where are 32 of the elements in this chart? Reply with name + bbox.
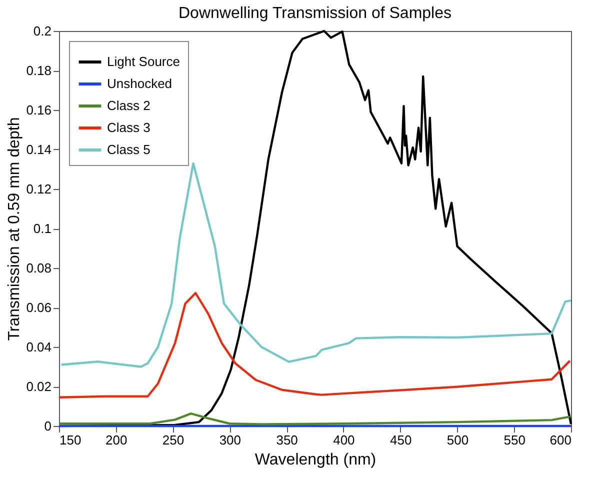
y-tick-label: 0.1 xyxy=(33,221,52,236)
y-tick-label: 0.06 xyxy=(26,300,52,315)
y-tick-label: 0.16 xyxy=(26,102,52,118)
y-tick-label: 0.18 xyxy=(26,63,52,78)
line-series xyxy=(58,292,571,398)
legend-label: Class 5 xyxy=(107,142,150,157)
x-tick-label: 350 xyxy=(276,432,298,448)
y-tick-label: 0.08 xyxy=(26,260,52,276)
x-tick-label: 300 xyxy=(219,432,242,448)
x-tick-label: 150 xyxy=(60,432,82,448)
x-tick-label: 450 xyxy=(390,432,412,448)
legend-label: Class 2 xyxy=(107,98,150,113)
legend-label: Light Source xyxy=(107,54,180,69)
y-tick-label: 0 xyxy=(44,418,52,434)
line-series xyxy=(58,412,571,426)
x-tick-label: 200 xyxy=(106,432,128,448)
x-tick-label: 550 xyxy=(504,432,526,448)
y-tick-label: 0.2 xyxy=(33,24,52,38)
y-tick-label: 0.12 xyxy=(26,182,52,196)
y-axis-title: Transmission at 0.59 mm depth xyxy=(6,117,24,341)
x-tick-label: 400 xyxy=(333,432,355,448)
legend-label: Unshocked xyxy=(107,76,172,91)
x-tick-label: 250 xyxy=(162,432,184,448)
line-series xyxy=(60,162,572,368)
x-tick-label: 500 xyxy=(446,432,469,448)
x-axis-title: Wavelength (nm) xyxy=(254,452,376,468)
x-tick-label: 600 xyxy=(550,432,572,448)
y-tick-label: 0.04 xyxy=(26,340,52,354)
legend-label: Class 3 xyxy=(107,120,150,135)
y-tick-label: 0.02 xyxy=(26,379,52,394)
y-tick-label: 0.14 xyxy=(26,142,52,157)
chart-title: Downwelling Transmission of Samples xyxy=(178,5,452,22)
